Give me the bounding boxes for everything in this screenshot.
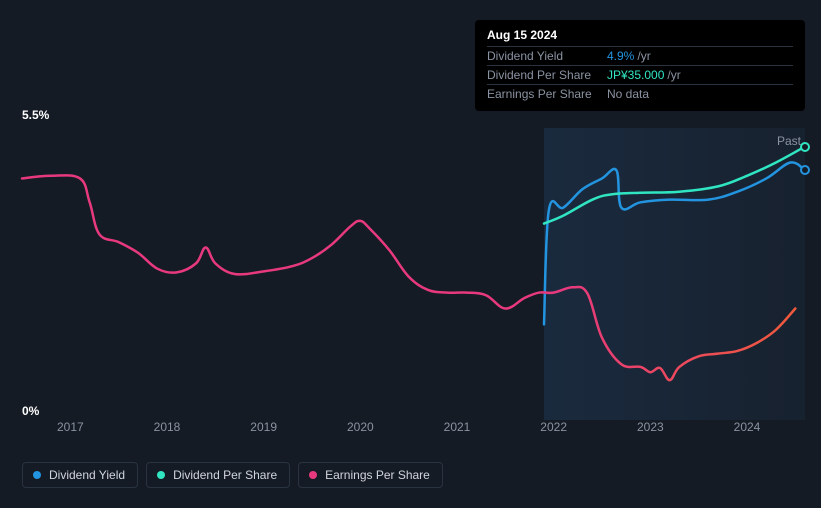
x-axis-tick: 2018 [154, 420, 181, 434]
tooltip-row-suffix: /yr [667, 68, 680, 82]
x-axis-tick: 2017 [57, 420, 84, 434]
tooltip-row-label: Dividend Per Share [487, 68, 607, 82]
tooltip-row: Earnings Per ShareNo data [487, 84, 793, 103]
tooltip-row-value: JP¥35.000 [607, 68, 664, 82]
tooltip-row-label: Dividend Yield [487, 49, 607, 63]
chart-lines [22, 128, 805, 420]
legend-dot-icon [33, 471, 41, 479]
series-line [544, 147, 805, 224]
y-axis-max-label: 5.5% [22, 108, 49, 122]
x-axis-tick: 2019 [250, 420, 277, 434]
legend-label: Earnings Per Share [325, 468, 430, 482]
data-tooltip: Aug 15 2024 Dividend Yield4.9%/yrDividen… [475, 20, 805, 111]
tooltip-row: Dividend Per ShareJP¥35.000/yr [487, 65, 793, 84]
legend: Dividend Yield Dividend Per Share Earnings… [22, 462, 443, 488]
legend-dot-icon [309, 471, 317, 479]
x-axis-tick: 2020 [347, 420, 374, 434]
x-axis: 2017 2018 2019 2020 2021 2022 2023 2024 [22, 420, 805, 440]
series-line [22, 175, 795, 380]
tooltip-row: Dividend Yield4.9%/yr [487, 46, 793, 65]
chart-container: Aug 15 2024 Dividend Yield4.9%/yrDividen… [0, 0, 821, 508]
legend-dot-icon [157, 471, 165, 479]
series-end-marker [800, 142, 810, 152]
x-axis-tick: 2021 [444, 420, 471, 434]
legend-label: Dividend Yield [49, 468, 125, 482]
tooltip-row-value: 4.9% [607, 49, 634, 63]
x-axis-tick: 2023 [637, 420, 664, 434]
legend-item[interactable]: Earnings Per Share [298, 462, 443, 488]
tooltip-date: Aug 15 2024 [487, 28, 793, 42]
plot-area[interactable]: Past [22, 128, 805, 420]
tooltip-row-value: No data [607, 87, 649, 101]
x-axis-tick: 2022 [540, 420, 567, 434]
legend-item[interactable]: Dividend Yield [22, 462, 138, 488]
series-end-marker [800, 165, 810, 175]
tooltip-row-label: Earnings Per Share [487, 87, 607, 101]
legend-item[interactable]: Dividend Per Share [146, 462, 290, 488]
x-axis-tick: 2024 [734, 420, 761, 434]
legend-label: Dividend Per Share [173, 468, 277, 482]
tooltip-row-suffix: /yr [637, 49, 650, 63]
series-line [544, 162, 805, 324]
